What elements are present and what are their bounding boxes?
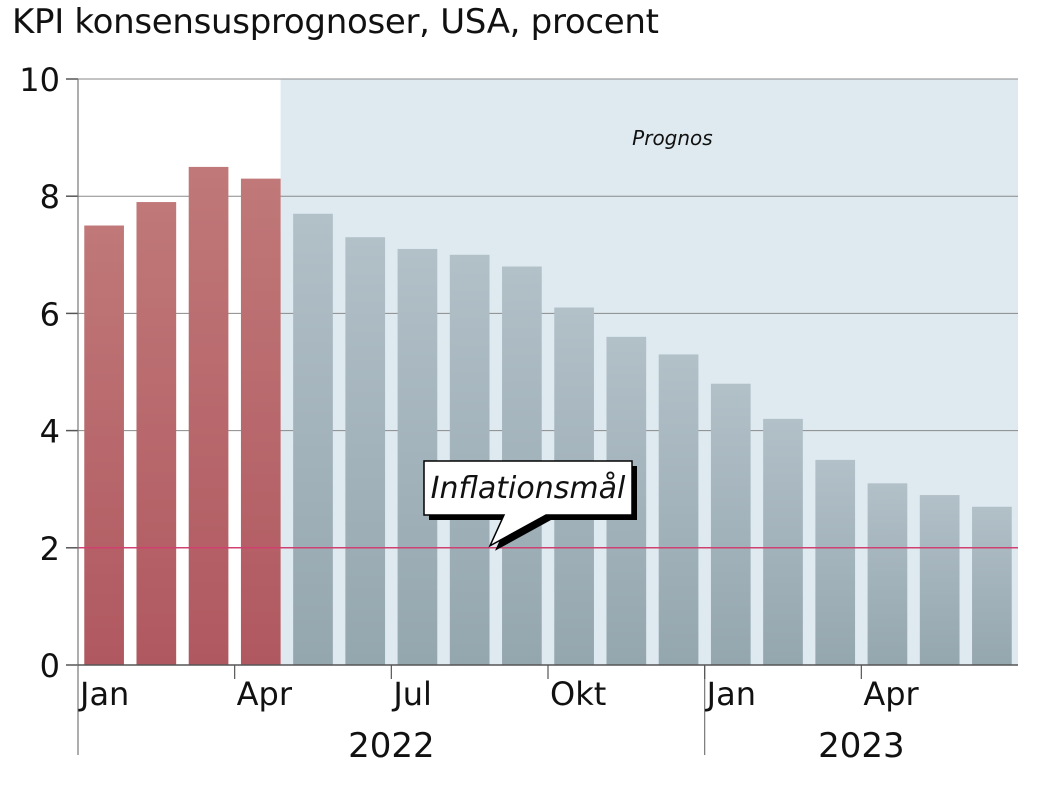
bar-forecast xyxy=(658,354,699,665)
forecast-label: Prognos xyxy=(632,126,713,150)
bar-forecast xyxy=(972,506,1012,665)
bar-forecast xyxy=(345,237,386,665)
bar-forecast xyxy=(710,383,751,665)
y-tick-label: 2 xyxy=(40,530,60,568)
chart-title: KPI konsensusprognoser, USA, procent xyxy=(12,2,659,42)
bar-forecast xyxy=(449,254,490,666)
forecast-region xyxy=(280,79,1019,665)
bar-forecast xyxy=(293,213,333,665)
year-label: 2022 xyxy=(348,726,435,766)
bar-forecast xyxy=(763,418,803,665)
y-tick-label: 6 xyxy=(40,295,60,333)
x-tick-label: Okt xyxy=(550,675,606,713)
x-tick-label: Apr xyxy=(237,675,293,713)
target-line-label: Inflationsmål xyxy=(431,471,626,506)
y-tick-label: 8 xyxy=(40,178,60,216)
x-tick-label: Jan xyxy=(705,675,756,713)
bar-actual xyxy=(188,166,229,665)
bar-forecast xyxy=(815,459,856,665)
bar-forecast xyxy=(397,248,438,665)
bar-forecast xyxy=(867,483,908,665)
y-tick-label: 4 xyxy=(40,413,60,451)
callout-box xyxy=(423,460,633,548)
bar-actual xyxy=(136,202,177,665)
y-tick-label: 0 xyxy=(40,647,60,685)
x-tick-label: Apr xyxy=(863,675,919,713)
x-tick-label: Jan xyxy=(78,675,129,713)
x-tick-label: Jul xyxy=(391,675,432,713)
bar-forecast xyxy=(919,495,960,665)
year-label: 2023 xyxy=(818,726,905,766)
bar-actual xyxy=(84,225,124,665)
bar-actual xyxy=(240,178,281,665)
y-tick-label: 10 xyxy=(19,61,60,99)
